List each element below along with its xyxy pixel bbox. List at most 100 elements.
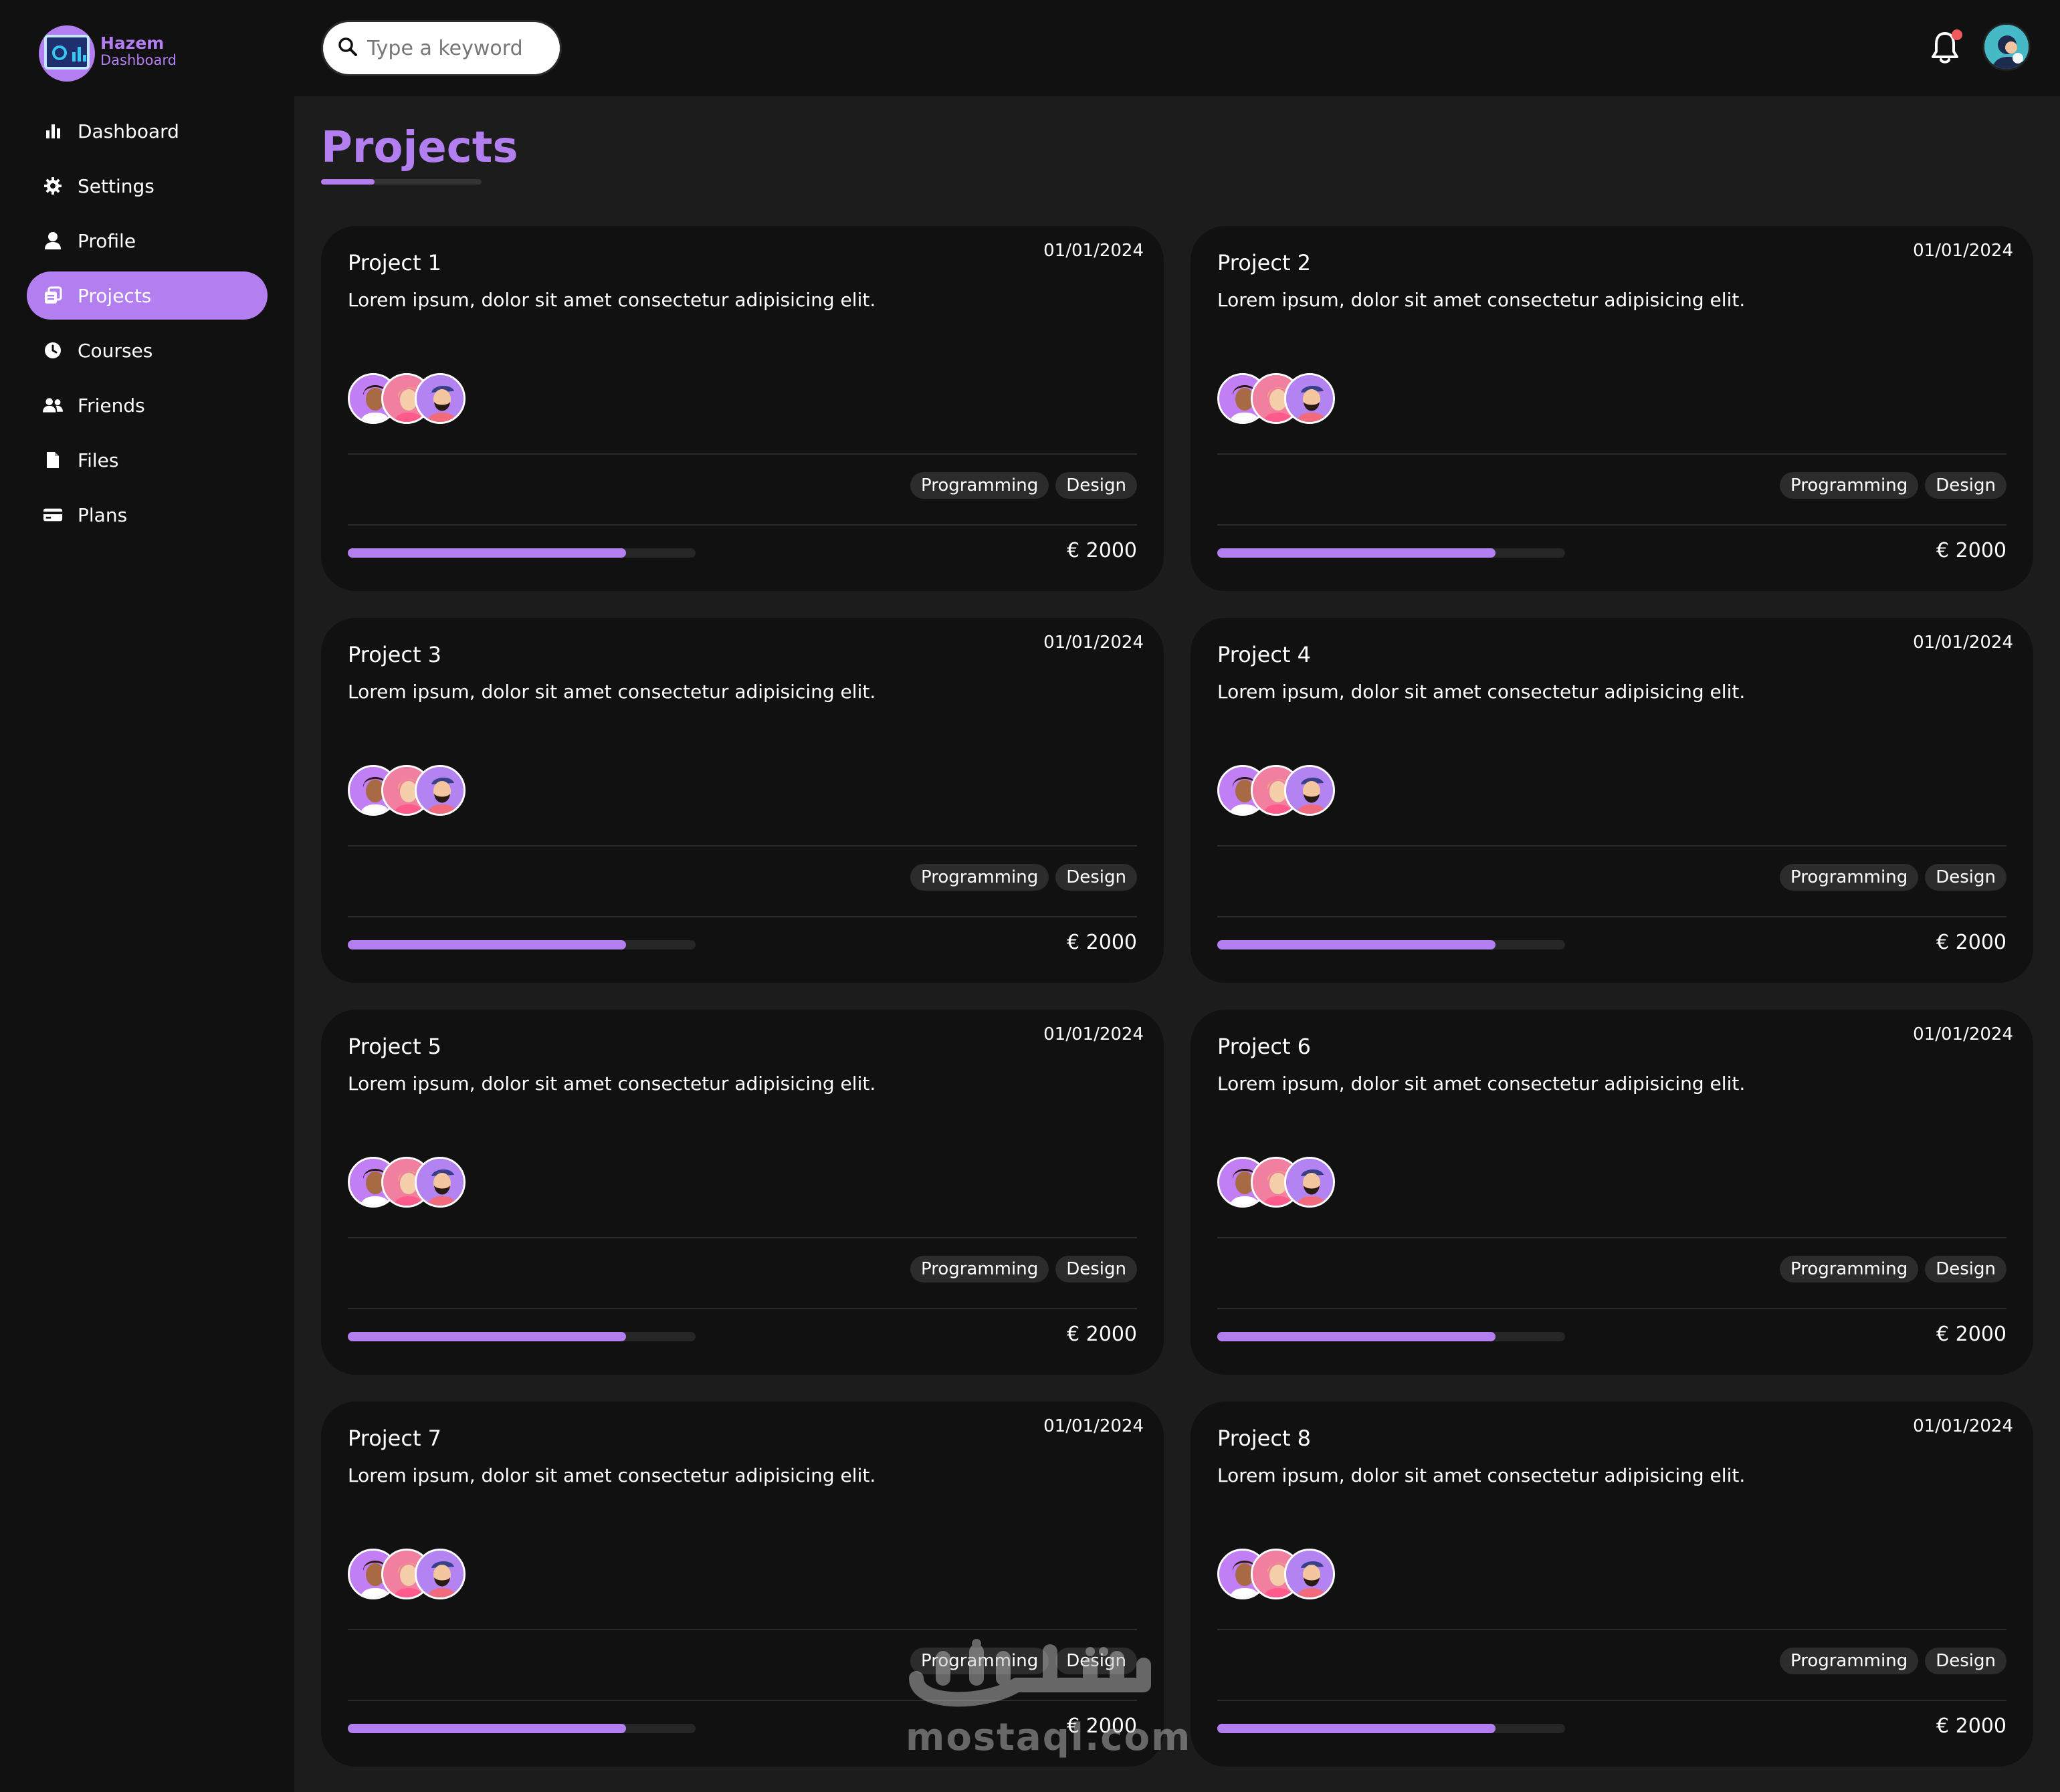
sidebar-item-files[interactable]: Files xyxy=(27,436,268,484)
project-date: 01/01/2024 xyxy=(1043,1416,1144,1436)
projects-grid: 01/01/2024 Project 1 Lorem ipsum, dolor … xyxy=(321,226,2033,1767)
page-title: Projects xyxy=(321,123,518,173)
progress-bar xyxy=(1217,1724,1565,1733)
sidebar-item-label: Files xyxy=(78,449,119,471)
divider xyxy=(1217,845,2006,847)
tag[interactable]: Programming xyxy=(910,864,1049,891)
project-title[interactable]: Project 8 xyxy=(1217,1426,1312,1451)
tag-list: Programming Design xyxy=(1779,472,2006,499)
project-date: 01/01/2024 xyxy=(1913,241,2013,261)
sidebar-item-label: Projects xyxy=(78,284,152,307)
project-title[interactable]: Project 1 xyxy=(348,250,442,275)
avatar[interactable] xyxy=(1284,1549,1335,1599)
divider xyxy=(348,1308,1137,1309)
tag-list: Programming Design xyxy=(910,1256,1137,1282)
project-title[interactable]: Project 7 xyxy=(348,1426,442,1451)
progress-fill xyxy=(348,940,626,949)
sidebar-item-dashboard[interactable]: Dashboard xyxy=(27,107,268,155)
team-avatars xyxy=(348,1157,482,1210)
progress-fill xyxy=(1217,548,1496,558)
project-date: 01/01/2024 xyxy=(1913,1416,2013,1436)
divider xyxy=(1217,1308,2006,1309)
search-box[interactable] xyxy=(321,20,562,76)
project-price: € 2000 xyxy=(1067,931,1137,954)
divider xyxy=(1217,524,2006,526)
divider xyxy=(348,453,1137,455)
progress-fill xyxy=(348,548,626,558)
project-card[interactable]: 01/01/2024 Project 7 Lorem ipsum, dolor … xyxy=(321,1402,1164,1767)
title-underline-track xyxy=(321,179,482,185)
project-description: Lorem ipsum, dolor sit amet consectetur … xyxy=(1217,1073,1746,1095)
users-icon xyxy=(43,395,63,415)
tag[interactable]: Programming xyxy=(1779,1256,1919,1282)
tag[interactable]: Programming xyxy=(910,1648,1049,1674)
project-price: € 2000 xyxy=(1936,931,2006,954)
tag-list: Programming Design xyxy=(910,1648,1137,1674)
tag[interactable]: Design xyxy=(1055,1648,1137,1674)
divider xyxy=(348,916,1137,917)
logo-title: Hazem xyxy=(100,33,165,53)
project-title[interactable]: Project 5 xyxy=(348,1034,442,1059)
tag[interactable]: Design xyxy=(1055,1256,1137,1282)
divider xyxy=(348,1237,1137,1238)
divider xyxy=(348,1700,1137,1701)
project-date: 01/01/2024 xyxy=(1913,633,2013,653)
notifications-button[interactable] xyxy=(1930,29,1962,67)
sidebar-item-friends[interactable]: Friends xyxy=(27,381,268,429)
sidebar-item-label: Profile xyxy=(78,229,136,252)
tag-list: Programming Design xyxy=(1779,1648,2006,1674)
project-price: € 2000 xyxy=(1067,1714,1137,1738)
tag[interactable]: Design xyxy=(1925,472,2006,499)
team-avatars xyxy=(348,1549,482,1602)
project-description: Lorem ipsum, dolor sit amet consectetur … xyxy=(1217,289,1746,311)
project-card[interactable]: 01/01/2024 Project 2 Lorem ipsum, dolor … xyxy=(1191,226,2033,591)
search-icon xyxy=(338,37,358,60)
team-avatars xyxy=(1217,373,1351,427)
project-title[interactable]: Project 6 xyxy=(1217,1034,1312,1059)
tag[interactable]: Design xyxy=(1925,864,2006,891)
tag[interactable]: Design xyxy=(1055,864,1137,891)
project-card[interactable]: 01/01/2024 Project 3 Lorem ipsum, dolor … xyxy=(321,618,1164,983)
project-card[interactable]: 01/01/2024 Project 8 Lorem ipsum, dolor … xyxy=(1191,1402,2033,1767)
project-card[interactable]: 01/01/2024 Project 1 Lorem ipsum, dolor … xyxy=(321,226,1164,591)
tag[interactable]: Design xyxy=(1055,472,1137,499)
tag[interactable]: Programming xyxy=(910,1256,1049,1282)
avatar[interactable] xyxy=(1284,1157,1335,1208)
tag[interactable]: Design xyxy=(1925,1256,2006,1282)
tag[interactable]: Programming xyxy=(1779,1648,1919,1674)
sidebar-item-profile[interactable]: Profile xyxy=(27,217,268,265)
sidebar-item-label: Plans xyxy=(78,503,128,526)
avatar[interactable] xyxy=(1284,373,1335,424)
avatar[interactable] xyxy=(415,1549,466,1599)
sidebar: Hazem Dashboard Dashboard Settings xyxy=(0,0,294,1792)
avatar[interactable] xyxy=(415,1157,466,1208)
sidebar-item-label: Friends xyxy=(78,394,145,417)
avatar[interactable] xyxy=(1284,765,1335,816)
tag[interactable]: Design xyxy=(1925,1648,2006,1674)
sidebar-item-settings[interactable]: Settings xyxy=(27,162,268,210)
divider xyxy=(1217,1629,2006,1630)
project-card[interactable]: 01/01/2024 Project 4 Lorem ipsum, dolor … xyxy=(1191,618,2033,983)
sidebar-item-plans[interactable]: Plans xyxy=(27,491,268,539)
sidebar-item-courses[interactable]: Courses xyxy=(27,326,268,374)
logo[interactable]: Hazem Dashboard xyxy=(39,25,177,83)
avatar[interactable] xyxy=(415,765,466,816)
project-title[interactable]: Project 2 xyxy=(1217,250,1312,275)
avatar[interactable] xyxy=(415,373,466,424)
project-card[interactable]: 01/01/2024 Project 5 Lorem ipsum, dolor … xyxy=(321,1010,1164,1375)
sidebar-item-projects[interactable]: Projects xyxy=(27,271,268,320)
project-title[interactable]: Project 3 xyxy=(348,642,442,667)
progress-fill xyxy=(348,1332,626,1341)
project-title[interactable]: Project 4 xyxy=(1217,642,1312,667)
tag[interactable]: Programming xyxy=(910,472,1049,499)
tag[interactable]: Programming xyxy=(1779,864,1919,891)
project-description: Lorem ipsum, dolor sit amet consectetur … xyxy=(348,1073,876,1095)
user-avatar[interactable] xyxy=(1982,23,2031,71)
notification-badge xyxy=(1952,29,1962,40)
search-input[interactable] xyxy=(367,36,548,60)
project-card[interactable]: 01/01/2024 Project 6 Lorem ipsum, dolor … xyxy=(1191,1010,2033,1375)
tag[interactable]: Programming xyxy=(1779,472,1919,499)
progress-bar xyxy=(1217,940,1565,949)
project-description: Lorem ipsum, dolor sit amet consectetur … xyxy=(1217,1464,1746,1486)
sidebar-nav: Dashboard Settings Profile Projects xyxy=(27,107,268,546)
